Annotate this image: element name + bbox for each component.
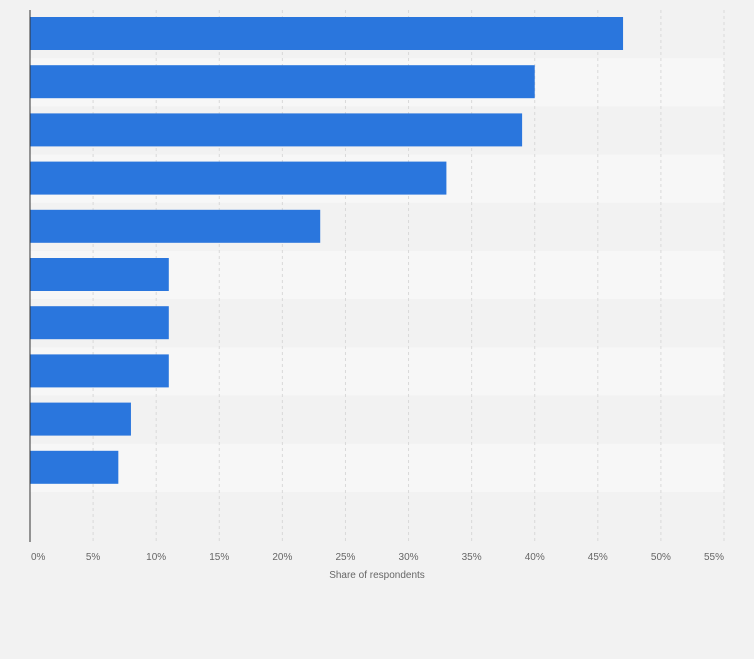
x-axis-title: Share of respondents xyxy=(329,570,425,581)
x-tick-label: 35% xyxy=(462,552,482,563)
bar[interactable] xyxy=(30,113,523,147)
x-tick-label: 30% xyxy=(399,552,419,563)
row-band xyxy=(30,395,724,444)
bar[interactable] xyxy=(30,402,131,436)
x-tick-label: 5% xyxy=(86,552,101,563)
bars xyxy=(30,17,624,484)
bar[interactable] xyxy=(30,354,169,388)
x-tick-label: 45% xyxy=(588,552,608,563)
row-band xyxy=(30,492,724,542)
bar[interactable] xyxy=(30,450,119,484)
x-tick-label: 0% xyxy=(31,552,46,563)
bar[interactable] xyxy=(30,17,624,50)
x-tick-label: 40% xyxy=(525,552,545,563)
bar[interactable] xyxy=(30,209,321,243)
x-tick-label: 25% xyxy=(335,552,355,563)
bar[interactable] xyxy=(30,161,447,195)
bar[interactable] xyxy=(30,65,535,99)
x-tick-labels: 0% 5% 10% 15% 20% 25% 30% 35% 40% 45% 50% 55% xyxy=(31,552,724,563)
x-tick-label: 10% xyxy=(146,552,166,563)
row-band xyxy=(30,443,724,492)
x-tick-label: 50% xyxy=(651,552,671,563)
bar[interactable] xyxy=(30,258,169,291)
x-tick-label: 55% xyxy=(704,552,724,563)
x-tick-label: 15% xyxy=(209,552,229,563)
x-tick-label: 20% xyxy=(272,552,292,563)
bar[interactable] xyxy=(30,306,169,340)
